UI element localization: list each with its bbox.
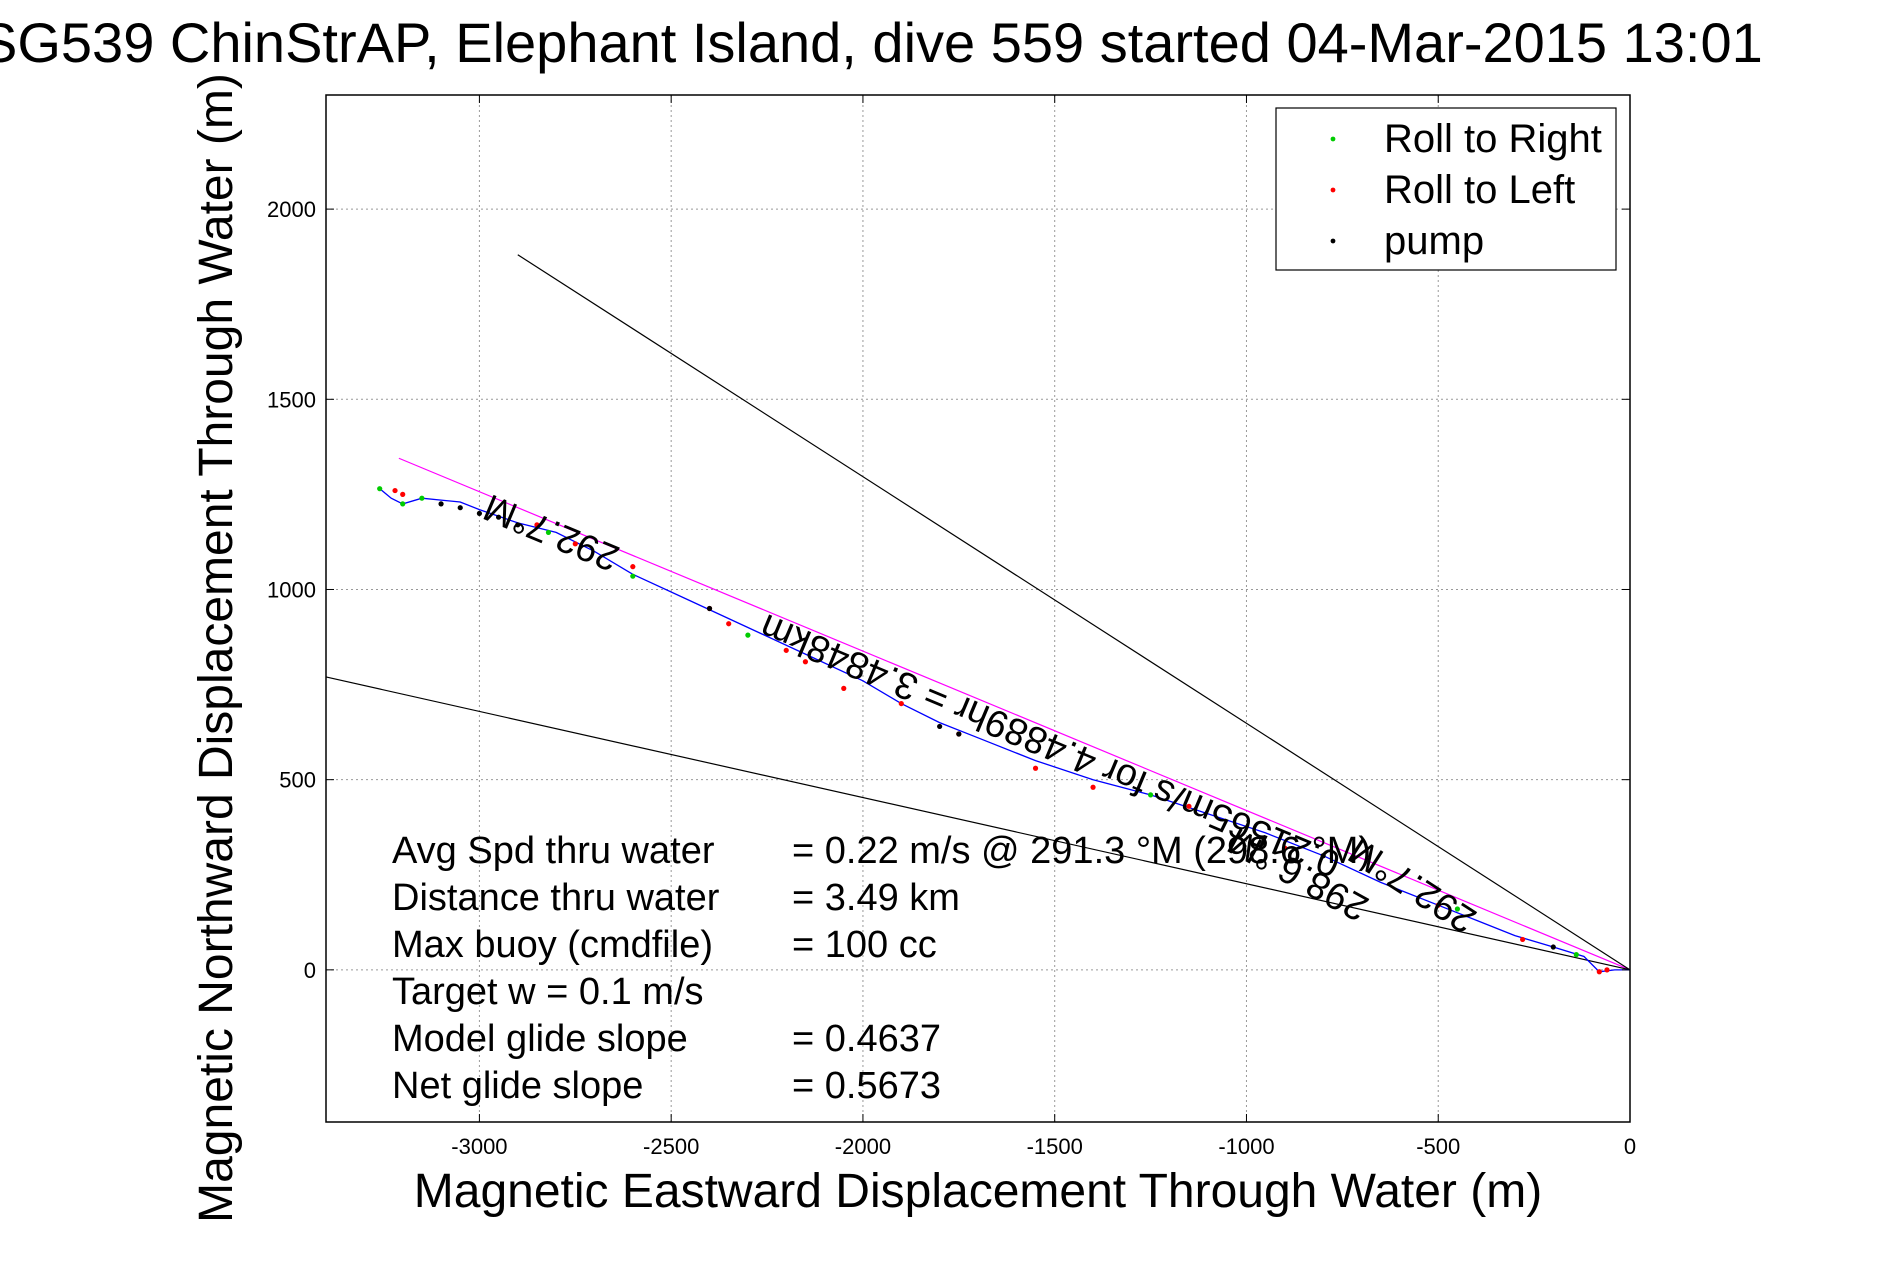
reference-line [398, 457, 1631, 971]
y-tick-label: 500 [279, 768, 316, 793]
roll-left-point [630, 564, 636, 570]
roll-right-point [545, 529, 552, 536]
pump-point [937, 723, 943, 730]
y-axis-label: Magnetic Northward Displacement Through … [190, 73, 243, 1223]
x-axis-ticks: -3000 -2500 -2000 -1500 -1000 -500 0 [451, 95, 1636, 1159]
roll-left-point [783, 647, 789, 653]
roll-right-point [377, 486, 383, 492]
legend-marker [1330, 136, 1336, 142]
roll-left-point [1604, 967, 1610, 973]
roll-left-point [726, 621, 732, 627]
y-tick-label: 1500 [267, 387, 316, 412]
stat-label: Model glide slope [392, 1018, 688, 1060]
roll-left-point [534, 522, 540, 528]
x-tick-label: -2500 [643, 1134, 699, 1159]
pump-point [495, 514, 502, 520]
x-tick-label: -1000 [1218, 1134, 1274, 1159]
pump-point [1550, 944, 1556, 950]
y-tick-label: 2000 [267, 197, 316, 222]
roll-left-point [1435, 902, 1441, 908]
reference-line [325, 676, 1631, 971]
x-tick-label: -1500 [1027, 1134, 1083, 1159]
pump-point [515, 522, 521, 528]
legend-label: Roll to Right [1384, 117, 1602, 161]
roll-left-point [1032, 765, 1039, 771]
legend-label: Roll to Left [1384, 168, 1575, 212]
roll-right-point [1454, 906, 1461, 912]
stat-label: Target w = 0.1 m/s [392, 971, 704, 1013]
x-tick-label: 0 [1624, 1134, 1636, 1159]
x-tick-label: -500 [1416, 1134, 1460, 1159]
legend-marker [1330, 187, 1336, 193]
stat-value: = 100 cc [792, 924, 937, 966]
stat-label: Net glide slope [392, 1065, 643, 1107]
legend: Roll to Right Roll to Left pump [1275, 107, 1617, 271]
roll-left-point [1090, 784, 1096, 790]
event-points [377, 486, 1610, 975]
pump-point [1320, 853, 1326, 859]
stats-block: Avg Spd thru water = 0.22 m/s @ 291.3 °M … [392, 830, 1371, 1107]
pump-point [706, 605, 713, 612]
stat-value: = 0.4637 [792, 1018, 941, 1060]
reference-line [517, 254, 1631, 971]
stat-label: Max buoy (cmdfile) [392, 924, 713, 966]
plot-frame [325, 94, 1631, 1123]
annotation-label: 292.7°M [478, 485, 625, 579]
roll-left-point [1520, 936, 1526, 943]
y-tick-label: 0 [304, 958, 316, 983]
stat-label: Distance thru water [392, 877, 720, 919]
pump-point [457, 505, 463, 511]
stat-value: = 0.22 m/s @ 291.3 °M (298.6 °M) [792, 830, 1371, 872]
roll-left-point [1186, 803, 1192, 809]
y-axis-ticks: 0 500 1000 1500 2000 [267, 197, 1630, 983]
roll-right-point [745, 632, 751, 638]
roll-left-point [400, 491, 406, 497]
legend-marker [1330, 238, 1336, 244]
stat-value: = 3.49 km [792, 877, 960, 919]
x-tick-label: -3000 [451, 1134, 507, 1159]
roll-left-point [898, 700, 904, 707]
x-axis-label: Magnetic Eastward Displacement Through W… [414, 1165, 1542, 1218]
roll-right-point [419, 495, 425, 501]
pump-point [956, 731, 962, 737]
track-line [379, 488, 1630, 973]
stat-value: = 0.5673 [792, 1065, 941, 1107]
legend-label: pump [1384, 219, 1484, 263]
roll-right-point [630, 573, 636, 579]
roll-right-point [1147, 792, 1154, 798]
pump-point [476, 510, 483, 517]
roll-left-point [1282, 845, 1288, 851]
roll-right-point [1573, 952, 1579, 958]
roll-right-point [400, 501, 406, 507]
dive-track [379, 488, 1630, 973]
y-tick-label: 1000 [267, 577, 316, 602]
pump-point [438, 501, 444, 507]
roll-left-point [1596, 969, 1602, 975]
roll-left-point [802, 659, 809, 665]
roll-left-point [392, 487, 398, 494]
roll-left-point [841, 685, 847, 691]
reference-lines [325, 254, 1631, 971]
chart-title: SG539 ChinStrAP, Elephant Island, dive 5… [0, 11, 1763, 74]
stat-label: Avg Spd thru water [392, 830, 715, 872]
x-tick-label: -2000 [835, 1134, 891, 1159]
roll-left-point [572, 541, 578, 547]
